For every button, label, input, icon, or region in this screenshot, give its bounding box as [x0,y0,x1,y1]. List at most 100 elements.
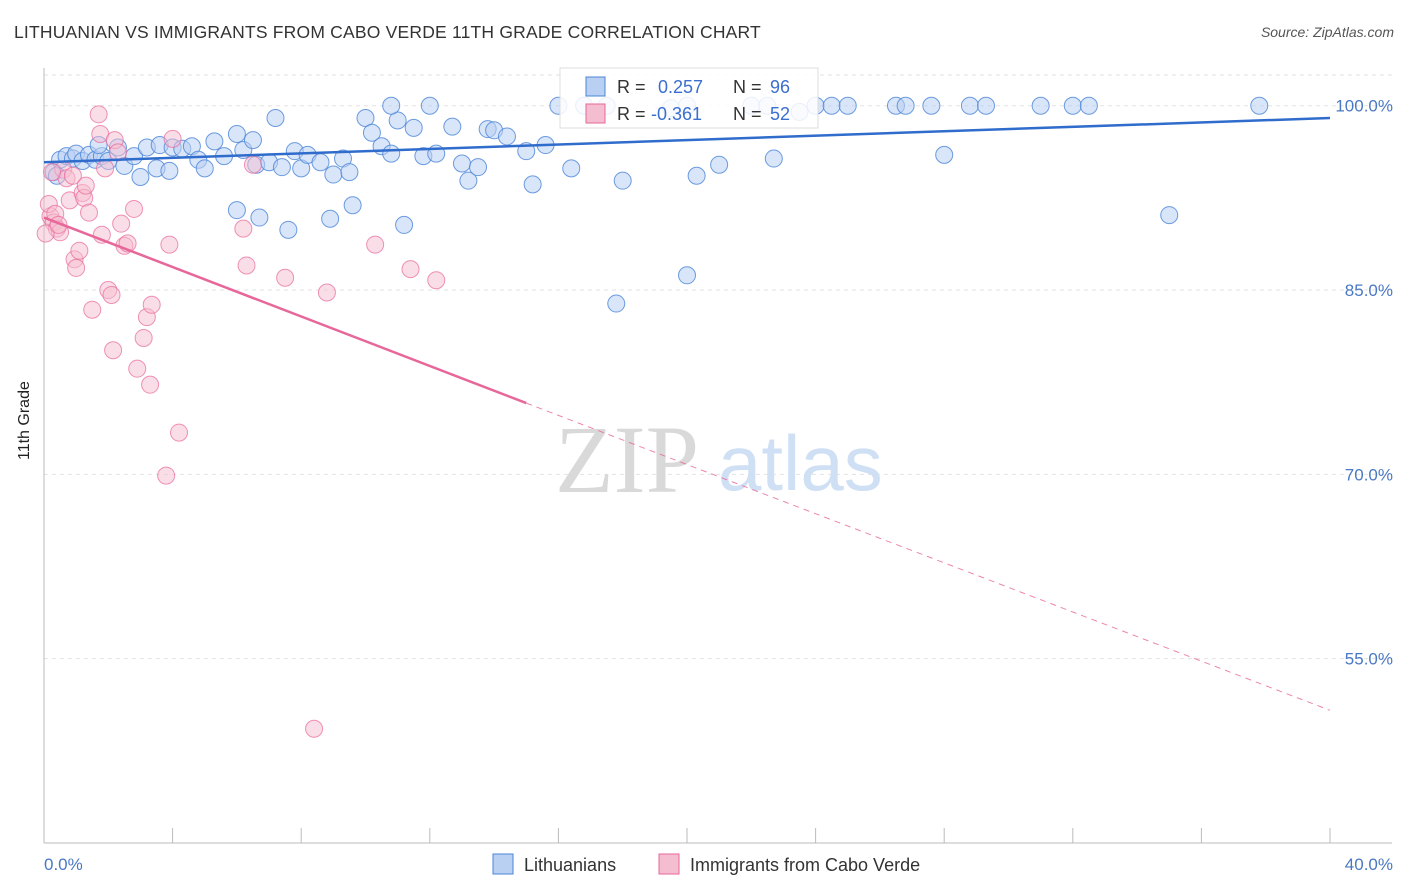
point-lithuanians [936,146,953,163]
point-cabo-verde [244,156,261,173]
point-lithuanians [977,97,994,114]
point-lithuanians [206,133,223,150]
point-lithuanians [273,159,290,176]
point-cabo-verde [71,242,88,259]
point-lithuanians [839,97,856,114]
point-cabo-verde [84,301,101,318]
point-lithuanians [421,97,438,114]
point-lithuanians [1032,97,1049,114]
point-cabo-verde [318,284,335,301]
point-lithuanians [470,159,487,176]
legend-swatch-cabo-verde [659,854,679,874]
point-lithuanians [688,167,705,184]
point-cabo-verde [90,106,107,123]
point-lithuanians [322,210,339,227]
point-lithuanians [280,221,297,238]
point-lithuanians [251,209,268,226]
point-cabo-verde [367,236,384,253]
point-lithuanians [679,267,696,284]
y-tick-label: 85.0% [1345,281,1393,300]
legend-label-lithuanians: Lithuanians [524,855,616,875]
y-tick-label: 100.0% [1335,97,1393,116]
point-lithuanians [765,150,782,167]
point-cabo-verde [97,160,114,177]
stats-r-value-lithuanians: 0.257 [658,77,703,97]
trend-line-cabo-verde-extrapolated [526,403,1330,710]
point-cabo-verde [402,261,419,278]
point-lithuanians [1064,97,1081,114]
stats-r-value-cabo-verde: -0.361 [651,104,702,124]
point-cabo-verde [105,342,122,359]
point-cabo-verde [143,296,160,313]
point-cabo-verde [306,720,323,737]
point-lithuanians [961,97,978,114]
point-lithuanians [161,162,178,179]
point-lithuanians [244,132,261,149]
point-lithuanians [823,97,840,114]
stats-swatch-lithuanians [586,77,605,96]
point-lithuanians [383,97,400,114]
point-lithuanians [444,118,461,135]
point-lithuanians [897,97,914,114]
watermark: ZIP atlas [555,406,883,513]
stats-r-label-2: R = [617,104,646,124]
point-cabo-verde [238,257,255,274]
series-lithuanians-points [45,97,1268,312]
series-cabo-verde-points [37,106,445,737]
point-cabo-verde [428,272,445,289]
legend-label-cabo-verde: Immigrants from Cabo Verde [690,855,920,875]
point-cabo-verde [135,329,152,346]
point-cabo-verde [171,424,188,441]
point-cabo-verde [277,269,294,286]
stats-n-value-lithuanians: 96 [770,77,790,97]
point-lithuanians [711,156,728,173]
point-lithuanians [524,176,541,193]
watermark-zip: ZIP [555,406,699,513]
point-lithuanians [563,160,580,177]
point-lithuanians [405,119,422,136]
point-lithuanians [1080,97,1097,114]
scatter-chart: ZIP atlas 100.0% 85.0% 70.0% 55.0% 0.0% 40.0%… [0,0,1406,892]
point-lithuanians [132,168,149,185]
point-lithuanians [614,172,631,189]
legend-swatch-lithuanians [493,854,513,874]
point-lithuanians [312,154,329,171]
y-tick-label: 55.0% [1345,650,1393,669]
point-lithuanians [228,202,245,219]
point-lithuanians [196,160,213,177]
watermark-atlas: atlas [718,419,883,507]
stats-n-label-2: N = [733,104,762,124]
stats-legend-box: R = 0.257 N = 96 R = -0.361 N = 52 [560,68,818,128]
point-cabo-verde [103,286,120,303]
point-lithuanians [453,155,470,172]
stats-n-label-1: N = [733,77,762,97]
point-cabo-verde [68,259,85,276]
stats-r-label-1: R = [617,77,646,97]
point-lithuanians [608,295,625,312]
point-lithuanians [344,197,361,214]
point-cabo-verde [129,360,146,377]
point-cabo-verde [44,164,61,181]
x-tick-label-max: 40.0% [1345,855,1393,874]
x-tick-label-min: 0.0% [44,855,83,874]
y-tick-label: 70.0% [1345,465,1393,484]
stats-swatch-cabo-verde [586,104,605,123]
point-lithuanians [383,145,400,162]
point-lithuanians [1161,207,1178,224]
point-cabo-verde [81,204,98,221]
point-cabo-verde [77,177,94,194]
trend-line-cabo-verde [44,218,526,404]
legend: Lithuanians Immigrants from Cabo Verde [493,854,920,875]
point-lithuanians [267,110,284,127]
point-lithuanians [325,166,342,183]
point-cabo-verde [158,467,175,484]
point-cabo-verde [161,236,178,253]
point-lithuanians [1251,97,1268,114]
stats-n-value-cabo-verde: 52 [770,104,790,124]
point-cabo-verde [142,376,159,393]
point-cabo-verde [113,215,130,232]
point-lithuanians [396,216,413,233]
point-lithuanians [228,125,245,142]
point-cabo-verde [126,200,143,217]
point-cabo-verde [235,220,252,237]
